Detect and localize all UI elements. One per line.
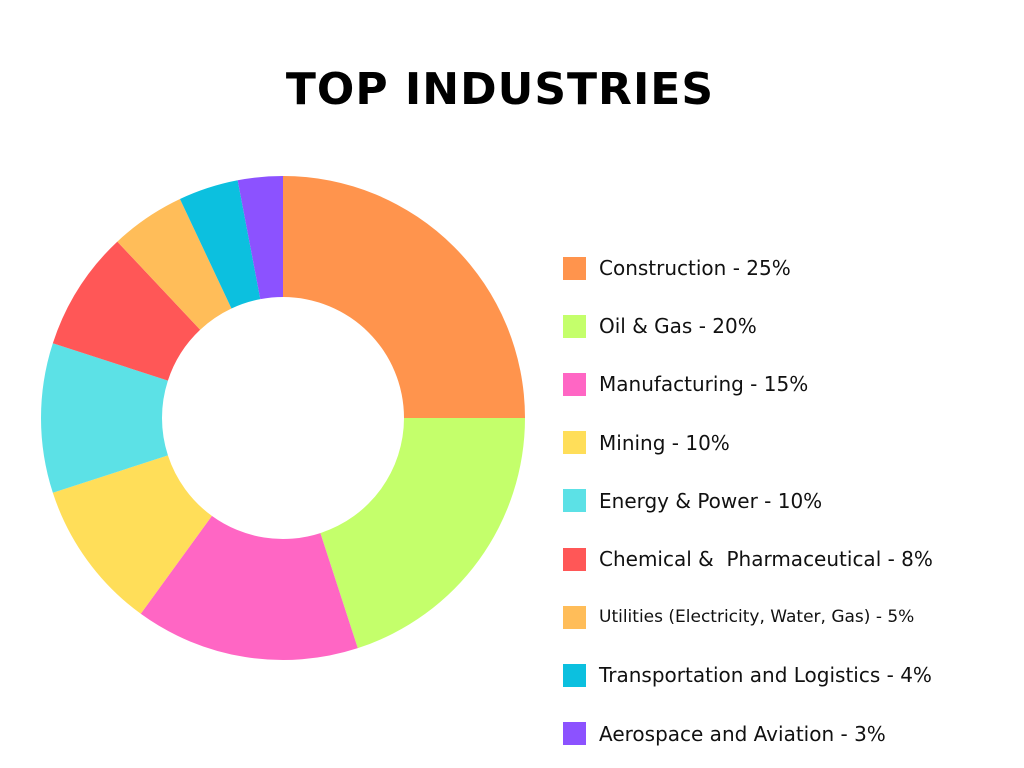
legend-swatch [563, 256, 586, 280]
legend-label: Transportation and Logistics - 4% [599, 663, 932, 688]
donut-slice-1 [283, 176, 525, 418]
donut-slice-6 [52, 241, 201, 381]
donut-slice-5 [40, 343, 168, 493]
legend-item: Construction - 25% [563, 252, 791, 284]
legend-label: Manufacturing - 15% [599, 372, 809, 397]
legend-swatch [563, 605, 586, 629]
legend-swatch [563, 372, 586, 396]
legend-item: Chemical & Pharmaceutical - 8% [563, 543, 933, 575]
donut-chart [40, 176, 525, 660]
legend-label: Chemical & Pharmaceutical - 8% [599, 547, 933, 571]
legend-label: Construction - 25% [599, 256, 791, 280]
legend-label: Aerospace and Aviation - 3% [599, 721, 886, 746]
legend-swatch [563, 431, 586, 455]
donut-slice-8 [179, 180, 261, 309]
donut-slice-2 [320, 418, 525, 649]
legend-swatch [563, 489, 586, 513]
legend-swatch [563, 722, 586, 746]
legend-swatch [563, 547, 586, 571]
donut-slice-7 [117, 199, 232, 330]
legend-item: Transportation and Logistics - 4% [563, 659, 932, 691]
legend-item: Energy & Power - 10% [563, 485, 822, 517]
legend-label: Mining - 10% [599, 430, 730, 455]
legend-swatch [563, 663, 586, 687]
legend-item: Oil & Gas - 20% [563, 310, 757, 342]
chart-title: TOP INDUSTRIES [285, 64, 715, 115]
donut-slice-3 [140, 515, 358, 660]
legend-item: Mining - 10% [563, 427, 730, 459]
legend-label: Oil & Gas - 20% [599, 314, 757, 339]
legend-item: Aerospace and Aviation - 3% [563, 718, 886, 750]
legend-label: Energy & Power - 10% [599, 488, 823, 513]
donut-slice-9 [237, 176, 283, 300]
legend-label: Utilities (Electricity, Water, Gas) - 5% [599, 607, 915, 628]
legend-item: Utilities (Electricity, Water, Gas) - 5% [563, 601, 914, 633]
legend-swatch [563, 314, 586, 338]
donut-slice-4 [52, 455, 212, 614]
legend-item: Manufacturing - 15% [563, 368, 808, 400]
